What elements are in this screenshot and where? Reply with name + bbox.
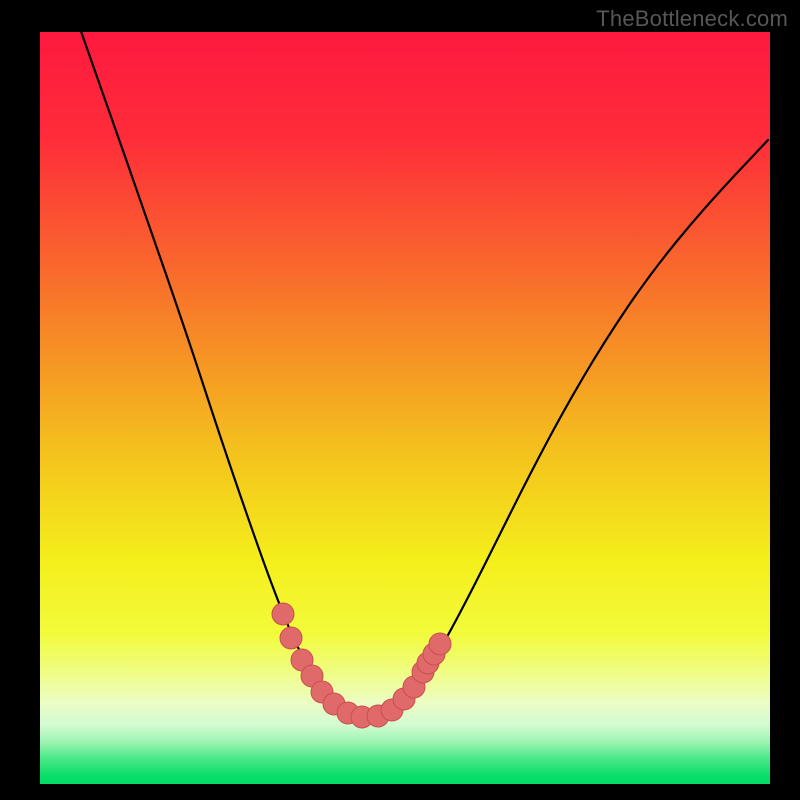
- bottleneck-curve: [70, 0, 768, 716]
- curve-marker: [272, 603, 294, 625]
- curve-marker: [280, 627, 302, 649]
- curve-marker: [429, 633, 451, 655]
- plot-area: [40, 32, 770, 784]
- curve-layer: [40, 32, 770, 784]
- watermark-text: TheBottleneck.com: [596, 6, 788, 32]
- marker-group: [272, 603, 451, 728]
